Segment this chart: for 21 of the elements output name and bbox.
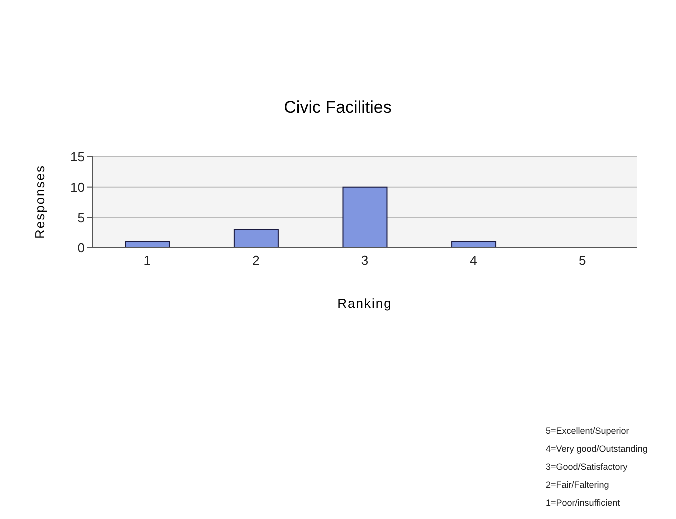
x-tick-label: 3 <box>361 253 369 268</box>
y-tick-label: 5 <box>78 210 85 226</box>
x-axis-title: Ranking <box>336 296 394 311</box>
y-tick-label: 0 <box>78 240 85 256</box>
y-tick-label: 15 <box>70 150 85 165</box>
y-tick-label: 10 <box>70 180 85 195</box>
text: 5=Excellent/Superior <box>546 425 630 438</box>
bar <box>342 186 388 248</box>
x-tick-label: 1 <box>144 253 152 268</box>
y-axis-title: Responses <box>32 164 48 240</box>
text: 3=Good/Satisfactory <box>546 461 629 474</box>
x-tick-label: 5 <box>578 253 586 268</box>
x-tick-label: 4 <box>470 253 478 268</box>
text: 2=Fair/Faltering <box>546 479 610 492</box>
x-tick-label: 2 <box>252 253 260 268</box>
bar <box>234 229 279 248</box>
chart-title: Civic Facilities <box>283 98 393 118</box>
bar <box>452 241 497 248</box>
text: 1=Poor/insufficient <box>546 497 622 510</box>
text: 4=Very good/Outstanding <box>546 443 648 456</box>
bar <box>125 241 170 248</box>
